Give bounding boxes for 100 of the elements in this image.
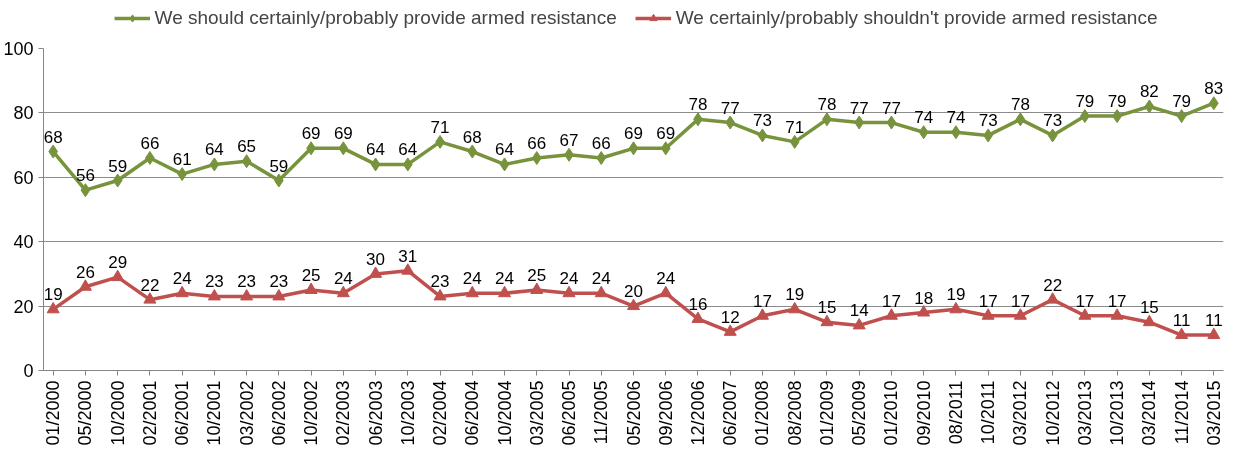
data-label: 69 <box>656 124 676 144</box>
point <box>628 141 639 156</box>
point <box>78 279 92 291</box>
point <box>1015 112 1026 127</box>
data-label: 56 <box>75 166 95 186</box>
x-tick-label: 10/2011 <box>978 380 999 445</box>
x-tick-label: 10/2004 <box>494 380 515 446</box>
data-label: 19 <box>43 285 63 305</box>
data-label: 64 <box>204 140 224 160</box>
point <box>433 289 447 301</box>
x-tick-label: 02/2001 <box>139 380 160 446</box>
point <box>1047 128 1058 143</box>
y-tick-label: 80 <box>13 103 34 124</box>
point <box>562 285 576 298</box>
point <box>498 285 512 298</box>
point <box>627 298 640 311</box>
x-tick-label: 09/2010 <box>913 380 934 446</box>
point <box>1046 292 1060 304</box>
legend-label: We should certainly/probably provide armed resistance <box>154 7 617 29</box>
point <box>660 141 671 156</box>
x-tick-label: 06/2007 <box>720 380 741 446</box>
data-label: 79 <box>1107 92 1127 112</box>
x-tick-label: 05/2000 <box>75 380 96 446</box>
data-label: 20 <box>624 282 643 302</box>
x-tick-label: 10/2003 <box>397 380 418 446</box>
x-tick-label: 01/2000 <box>43 380 64 446</box>
data-label: 74 <box>914 108 934 128</box>
point <box>175 285 189 298</box>
x-tick-label: 02/2004 <box>430 380 451 446</box>
point <box>788 301 802 314</box>
legend-label: We certainly/probably shouldn't provide armed resistance <box>675 7 1158 29</box>
x-tick-label: 09/2006 <box>655 380 676 446</box>
point <box>1142 314 1156 327</box>
data-label: 73 <box>978 111 998 131</box>
x-tick-label: 02/2003 <box>333 380 354 446</box>
data-label: 17 <box>753 291 772 311</box>
data-label: 65 <box>237 137 257 157</box>
data-label: 30 <box>366 249 386 269</box>
point <box>402 157 413 172</box>
x-tick-label: 10/2012 <box>1042 380 1063 446</box>
point <box>917 305 931 317</box>
data-label: 19 <box>785 285 805 305</box>
point <box>725 115 736 130</box>
point <box>80 183 91 198</box>
point <box>369 266 383 278</box>
point <box>594 285 608 298</box>
data-label: 74 <box>946 108 966 128</box>
data-label: 15 <box>817 298 837 318</box>
point <box>596 150 607 165</box>
point <box>46 301 60 314</box>
data-label: 66 <box>140 133 160 153</box>
x-tick-label: 01/2010 <box>881 380 902 446</box>
point <box>691 311 705 323</box>
data-label: 29 <box>108 253 128 273</box>
x-tick-label: 10/2013 <box>1107 380 1128 446</box>
x-tick-label: 01/2008 <box>752 380 773 446</box>
x-tick-label: 10/2001 <box>204 380 225 446</box>
data-label: 24 <box>495 269 515 289</box>
point <box>401 263 415 275</box>
data-label: 11 <box>1205 311 1223 331</box>
x-tick-label: 03/2012 <box>1010 380 1031 446</box>
data-label: 24 <box>172 269 192 289</box>
x-tick-label: 05/2006 <box>623 380 644 446</box>
data-label: 23 <box>430 272 450 292</box>
point <box>755 308 769 320</box>
data-label: 18 <box>914 288 934 308</box>
data-label: 24 <box>462 269 482 289</box>
point <box>1013 308 1027 320</box>
data-label: 17 <box>1075 291 1095 311</box>
point <box>918 125 929 140</box>
x-tick-label: 08/2011 <box>945 380 966 445</box>
x-tick-label: 03/2005 <box>526 380 547 446</box>
point <box>854 115 865 130</box>
point <box>467 144 478 159</box>
point <box>336 285 350 298</box>
point <box>111 269 125 282</box>
point <box>48 144 59 159</box>
data-label: 24 <box>559 269 579 289</box>
x-tick-label: 03/2002 <box>236 380 257 446</box>
data-label: 16 <box>688 294 708 314</box>
point <box>884 308 898 320</box>
data-label: 11 <box>1172 311 1191 331</box>
point <box>465 285 479 298</box>
data-label: 17 <box>1107 291 1127 311</box>
point <box>1144 99 1155 114</box>
data-label: 64 <box>495 140 515 160</box>
data-label: 82 <box>1139 82 1159 102</box>
point <box>209 157 220 172</box>
x-tick-label: 11/2005 <box>591 380 612 445</box>
data-label: 59 <box>269 156 289 176</box>
y-tick-label: 60 <box>13 167 34 188</box>
point <box>1207 327 1221 340</box>
point <box>886 115 897 130</box>
y-tick-label: 20 <box>13 296 34 317</box>
data-label: 69 <box>624 124 643 144</box>
data-label: 69 <box>333 124 353 144</box>
point <box>370 157 381 172</box>
data-label: 14 <box>849 301 869 321</box>
x-tick-label: 03/2015 <box>1203 380 1224 446</box>
point <box>820 314 834 327</box>
